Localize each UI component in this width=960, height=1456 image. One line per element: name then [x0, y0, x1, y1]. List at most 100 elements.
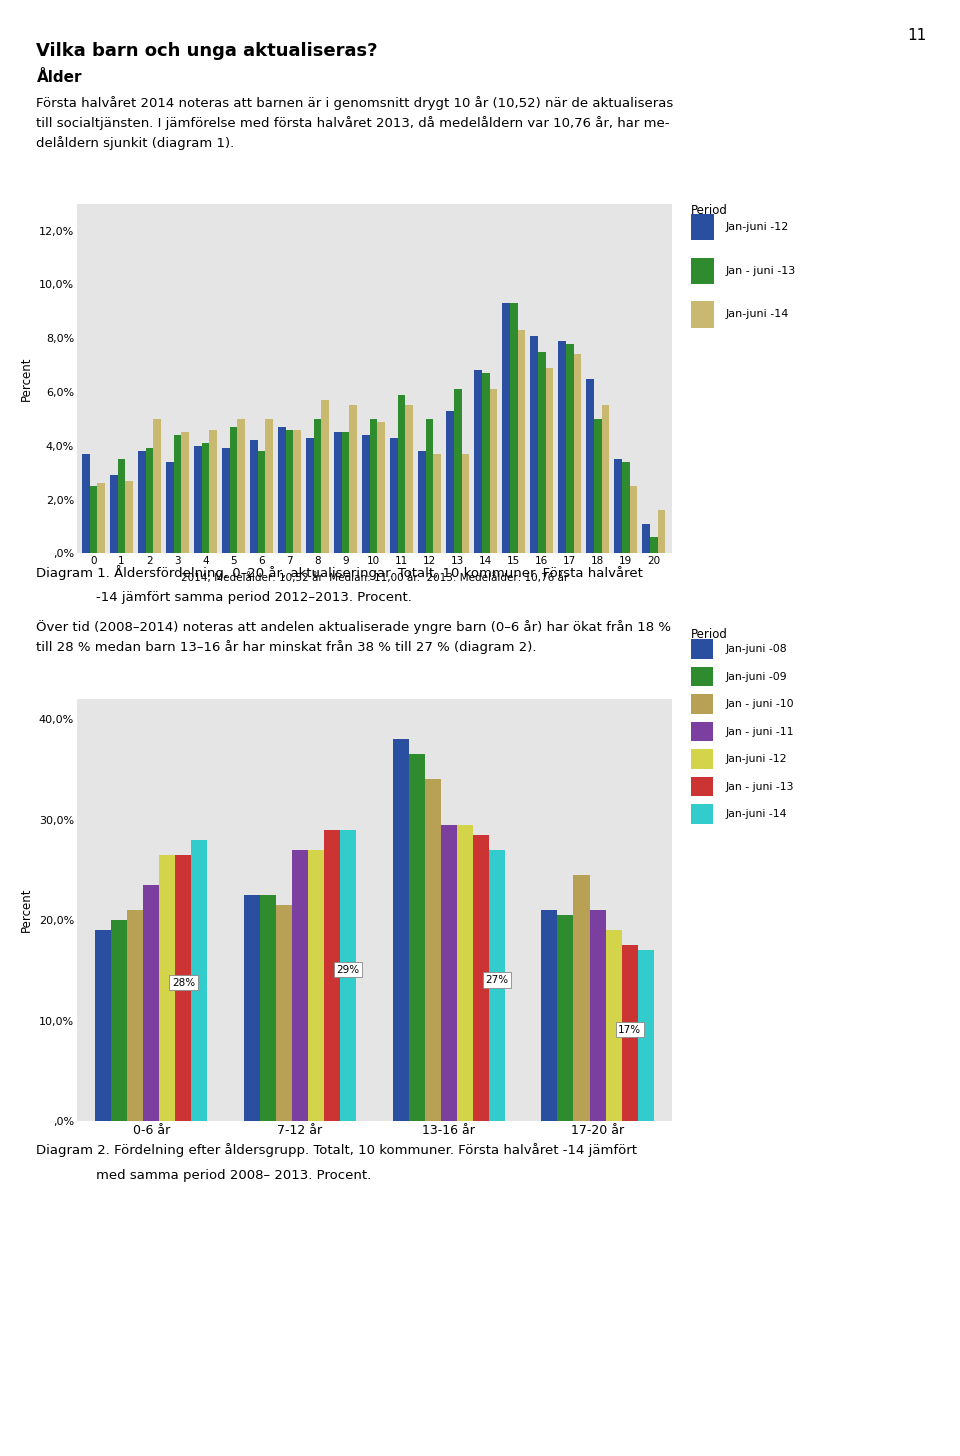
Bar: [558, 914, 573, 1121]
Bar: [441, 824, 457, 1121]
Bar: [237, 419, 245, 553]
Text: Period: Period: [691, 628, 728, 641]
Text: med samma period 2008– 2013. Procent.: med samma period 2008– 2013. Procent.: [96, 1169, 372, 1182]
Bar: [398, 395, 405, 553]
Bar: [573, 354, 581, 553]
Bar: [691, 804, 713, 824]
Bar: [362, 435, 370, 553]
Bar: [622, 945, 637, 1121]
Text: -14 jämfört samma period 2012–2013. Procent.: -14 jämfört samma period 2012–2013. Proc…: [96, 591, 412, 604]
Text: Jan-juni -08: Jan-juni -08: [726, 644, 787, 654]
Bar: [482, 373, 490, 553]
Bar: [691, 778, 713, 796]
Bar: [286, 430, 294, 553]
Bar: [278, 427, 286, 553]
Bar: [538, 352, 545, 553]
Bar: [159, 855, 176, 1121]
Text: Jan - juni -11: Jan - juni -11: [726, 727, 794, 737]
Bar: [691, 695, 713, 713]
Bar: [334, 432, 342, 553]
Text: Vilka barn och unga aktualiseras?: Vilka barn och unga aktualiseras?: [36, 42, 378, 60]
Bar: [143, 885, 159, 1121]
Bar: [154, 419, 161, 553]
Bar: [541, 910, 558, 1121]
Text: Jan-juni -12: Jan-juni -12: [726, 223, 789, 232]
Bar: [314, 419, 322, 553]
Bar: [251, 440, 258, 553]
Bar: [606, 930, 622, 1121]
Bar: [90, 486, 97, 553]
Bar: [446, 411, 454, 553]
Bar: [510, 303, 517, 553]
Text: Diagram 2. Fördelning efter åldersgrupp. Totalt, 10 kommuner. Första halvåret -1: Diagram 2. Fördelning efter åldersgrupp.…: [36, 1143, 637, 1158]
Bar: [266, 419, 273, 553]
Bar: [602, 405, 609, 553]
Bar: [566, 344, 573, 553]
Bar: [176, 855, 191, 1121]
Bar: [258, 451, 266, 553]
Bar: [181, 432, 189, 553]
Bar: [691, 750, 713, 769]
Bar: [434, 454, 441, 553]
Text: Jan - juni -13: Jan - juni -13: [726, 266, 796, 275]
Text: Jan-juni -14: Jan-juni -14: [726, 810, 787, 820]
Bar: [138, 451, 146, 553]
Bar: [126, 480, 132, 553]
Bar: [202, 443, 209, 553]
Bar: [502, 303, 510, 553]
Bar: [244, 895, 260, 1121]
Text: Jan-juni -12: Jan-juni -12: [726, 754, 787, 764]
Bar: [349, 405, 357, 553]
Bar: [614, 459, 622, 553]
Bar: [691, 301, 714, 328]
Bar: [377, 422, 385, 553]
Text: Period: Period: [691, 204, 728, 217]
Bar: [457, 824, 473, 1121]
Text: 17%: 17%: [618, 1025, 641, 1035]
Bar: [691, 722, 713, 741]
Bar: [589, 910, 606, 1121]
Bar: [473, 834, 489, 1121]
Bar: [594, 419, 602, 553]
Bar: [691, 258, 714, 284]
Bar: [146, 448, 154, 553]
Bar: [622, 462, 630, 553]
Bar: [691, 667, 713, 686]
Bar: [691, 639, 713, 658]
Bar: [306, 438, 314, 553]
Bar: [292, 850, 308, 1121]
Bar: [393, 740, 409, 1121]
Bar: [174, 435, 181, 553]
Text: 28%: 28%: [172, 977, 195, 987]
X-axis label: 2014; Medelålder: 10,52 år  Median: 11,00 år.  2013: Medelålder: 10,76 år: 2014; Medelålder: 10,52 år Median: 11,00…: [180, 572, 568, 582]
Bar: [118, 459, 126, 553]
Bar: [166, 462, 174, 553]
Text: Jan - juni -10: Jan - juni -10: [726, 699, 794, 709]
Bar: [642, 524, 650, 553]
Bar: [391, 438, 398, 553]
Text: Jan - juni -13: Jan - juni -13: [726, 782, 794, 792]
Bar: [691, 214, 714, 240]
Text: Diagram 1. Åldersfördelning, 0–20 år, aktualiseringar. Totalt, 10 kommuner. Förs: Diagram 1. Åldersfördelning, 0–20 år, ak…: [36, 565, 643, 579]
Bar: [517, 331, 525, 553]
Bar: [531, 335, 538, 553]
Text: Över tid (2008–2014) noteras att andelen aktualiserade yngre barn (0–6 år) har ö: Över tid (2008–2014) noteras att andelen…: [36, 620, 671, 654]
Text: Första halvåret 2014 noteras att barnen är i genomsnitt drygt 10 år (10,52) när : Första halvåret 2014 noteras att barnen …: [36, 96, 674, 150]
Bar: [276, 906, 292, 1121]
Text: Ålder: Ålder: [36, 70, 82, 84]
Y-axis label: Percent: Percent: [20, 357, 34, 400]
Bar: [637, 951, 654, 1121]
Bar: [260, 895, 276, 1121]
Text: Jan-juni -09: Jan-juni -09: [726, 671, 787, 681]
Bar: [489, 850, 505, 1121]
Bar: [209, 430, 217, 553]
Bar: [223, 448, 229, 553]
Bar: [474, 370, 482, 553]
Bar: [322, 400, 329, 553]
Bar: [587, 379, 594, 553]
Text: 29%: 29%: [337, 964, 360, 974]
Bar: [294, 430, 301, 553]
Bar: [559, 341, 566, 553]
Bar: [409, 754, 424, 1121]
Text: 27%: 27%: [486, 976, 509, 984]
